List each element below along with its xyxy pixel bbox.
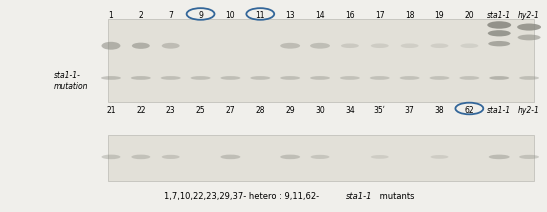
Text: 11: 11 — [255, 11, 265, 21]
Ellipse shape — [280, 43, 300, 49]
Ellipse shape — [400, 43, 418, 48]
Ellipse shape — [220, 155, 240, 159]
Ellipse shape — [371, 155, 389, 159]
Ellipse shape — [162, 155, 179, 159]
Ellipse shape — [488, 30, 511, 36]
Ellipse shape — [310, 43, 330, 49]
Text: sta1-1: sta1-1 — [346, 191, 373, 201]
Ellipse shape — [101, 76, 121, 80]
Ellipse shape — [461, 43, 478, 48]
Text: 2: 2 — [138, 11, 143, 21]
Ellipse shape — [430, 43, 449, 48]
Text: 16: 16 — [345, 11, 354, 21]
Ellipse shape — [280, 76, 300, 80]
Ellipse shape — [102, 155, 120, 159]
Text: 21: 21 — [106, 106, 116, 115]
Ellipse shape — [161, 76, 181, 80]
Ellipse shape — [459, 76, 479, 80]
Ellipse shape — [517, 24, 541, 31]
Text: 14: 14 — [315, 11, 325, 21]
Ellipse shape — [220, 76, 240, 80]
Ellipse shape — [519, 76, 539, 80]
Ellipse shape — [400, 76, 420, 80]
Ellipse shape — [311, 155, 329, 159]
Bar — [108, 19, 534, 102]
Ellipse shape — [132, 43, 150, 49]
Text: 1: 1 — [109, 11, 113, 21]
Ellipse shape — [131, 155, 150, 159]
Text: 29: 29 — [286, 106, 295, 115]
Text: sta1-1-
mutation: sta1-1- mutation — [54, 71, 88, 91]
Text: 35ʹ: 35ʹ — [374, 106, 386, 115]
Ellipse shape — [280, 155, 300, 159]
Ellipse shape — [131, 76, 151, 80]
Text: 17: 17 — [375, 11, 385, 21]
Text: sta1-1: sta1-1 — [487, 11, 511, 21]
Text: 34: 34 — [345, 106, 355, 115]
Ellipse shape — [517, 35, 540, 40]
Ellipse shape — [310, 76, 330, 80]
Ellipse shape — [489, 155, 510, 159]
Text: 38: 38 — [435, 106, 444, 115]
Bar — [108, 135, 534, 181]
Ellipse shape — [102, 42, 120, 50]
Ellipse shape — [488, 41, 510, 46]
Text: 19: 19 — [435, 11, 444, 21]
Ellipse shape — [429, 76, 450, 80]
Text: 28: 28 — [255, 106, 265, 115]
Text: 37: 37 — [405, 106, 415, 115]
Text: mutants: mutants — [377, 191, 415, 201]
Ellipse shape — [371, 43, 389, 48]
Text: 62: 62 — [464, 106, 474, 115]
Ellipse shape — [519, 155, 539, 159]
Text: 25: 25 — [196, 106, 205, 115]
Ellipse shape — [489, 76, 509, 80]
Text: 18: 18 — [405, 11, 415, 21]
Text: 7: 7 — [168, 11, 173, 21]
Ellipse shape — [162, 43, 179, 49]
Text: 9: 9 — [198, 11, 203, 21]
Text: hy2-1: hy2-1 — [518, 106, 540, 115]
Text: 27: 27 — [225, 106, 235, 115]
Text: 23: 23 — [166, 106, 176, 115]
Text: hy2-1: hy2-1 — [518, 11, 540, 21]
Ellipse shape — [370, 76, 389, 80]
Text: sta1-1: sta1-1 — [487, 106, 511, 115]
Text: 20: 20 — [464, 11, 474, 21]
Ellipse shape — [190, 76, 211, 80]
Text: 13: 13 — [286, 11, 295, 21]
Ellipse shape — [430, 155, 449, 159]
Text: 10: 10 — [225, 11, 235, 21]
Text: 1,7,10,22,23,29,37- hetero : 9,11,62-: 1,7,10,22,23,29,37- hetero : 9,11,62- — [164, 191, 319, 201]
Ellipse shape — [251, 76, 270, 80]
Ellipse shape — [487, 21, 511, 29]
Text: 22: 22 — [136, 106, 146, 115]
Ellipse shape — [340, 76, 360, 80]
Text: 30: 30 — [315, 106, 325, 115]
Ellipse shape — [341, 43, 359, 48]
